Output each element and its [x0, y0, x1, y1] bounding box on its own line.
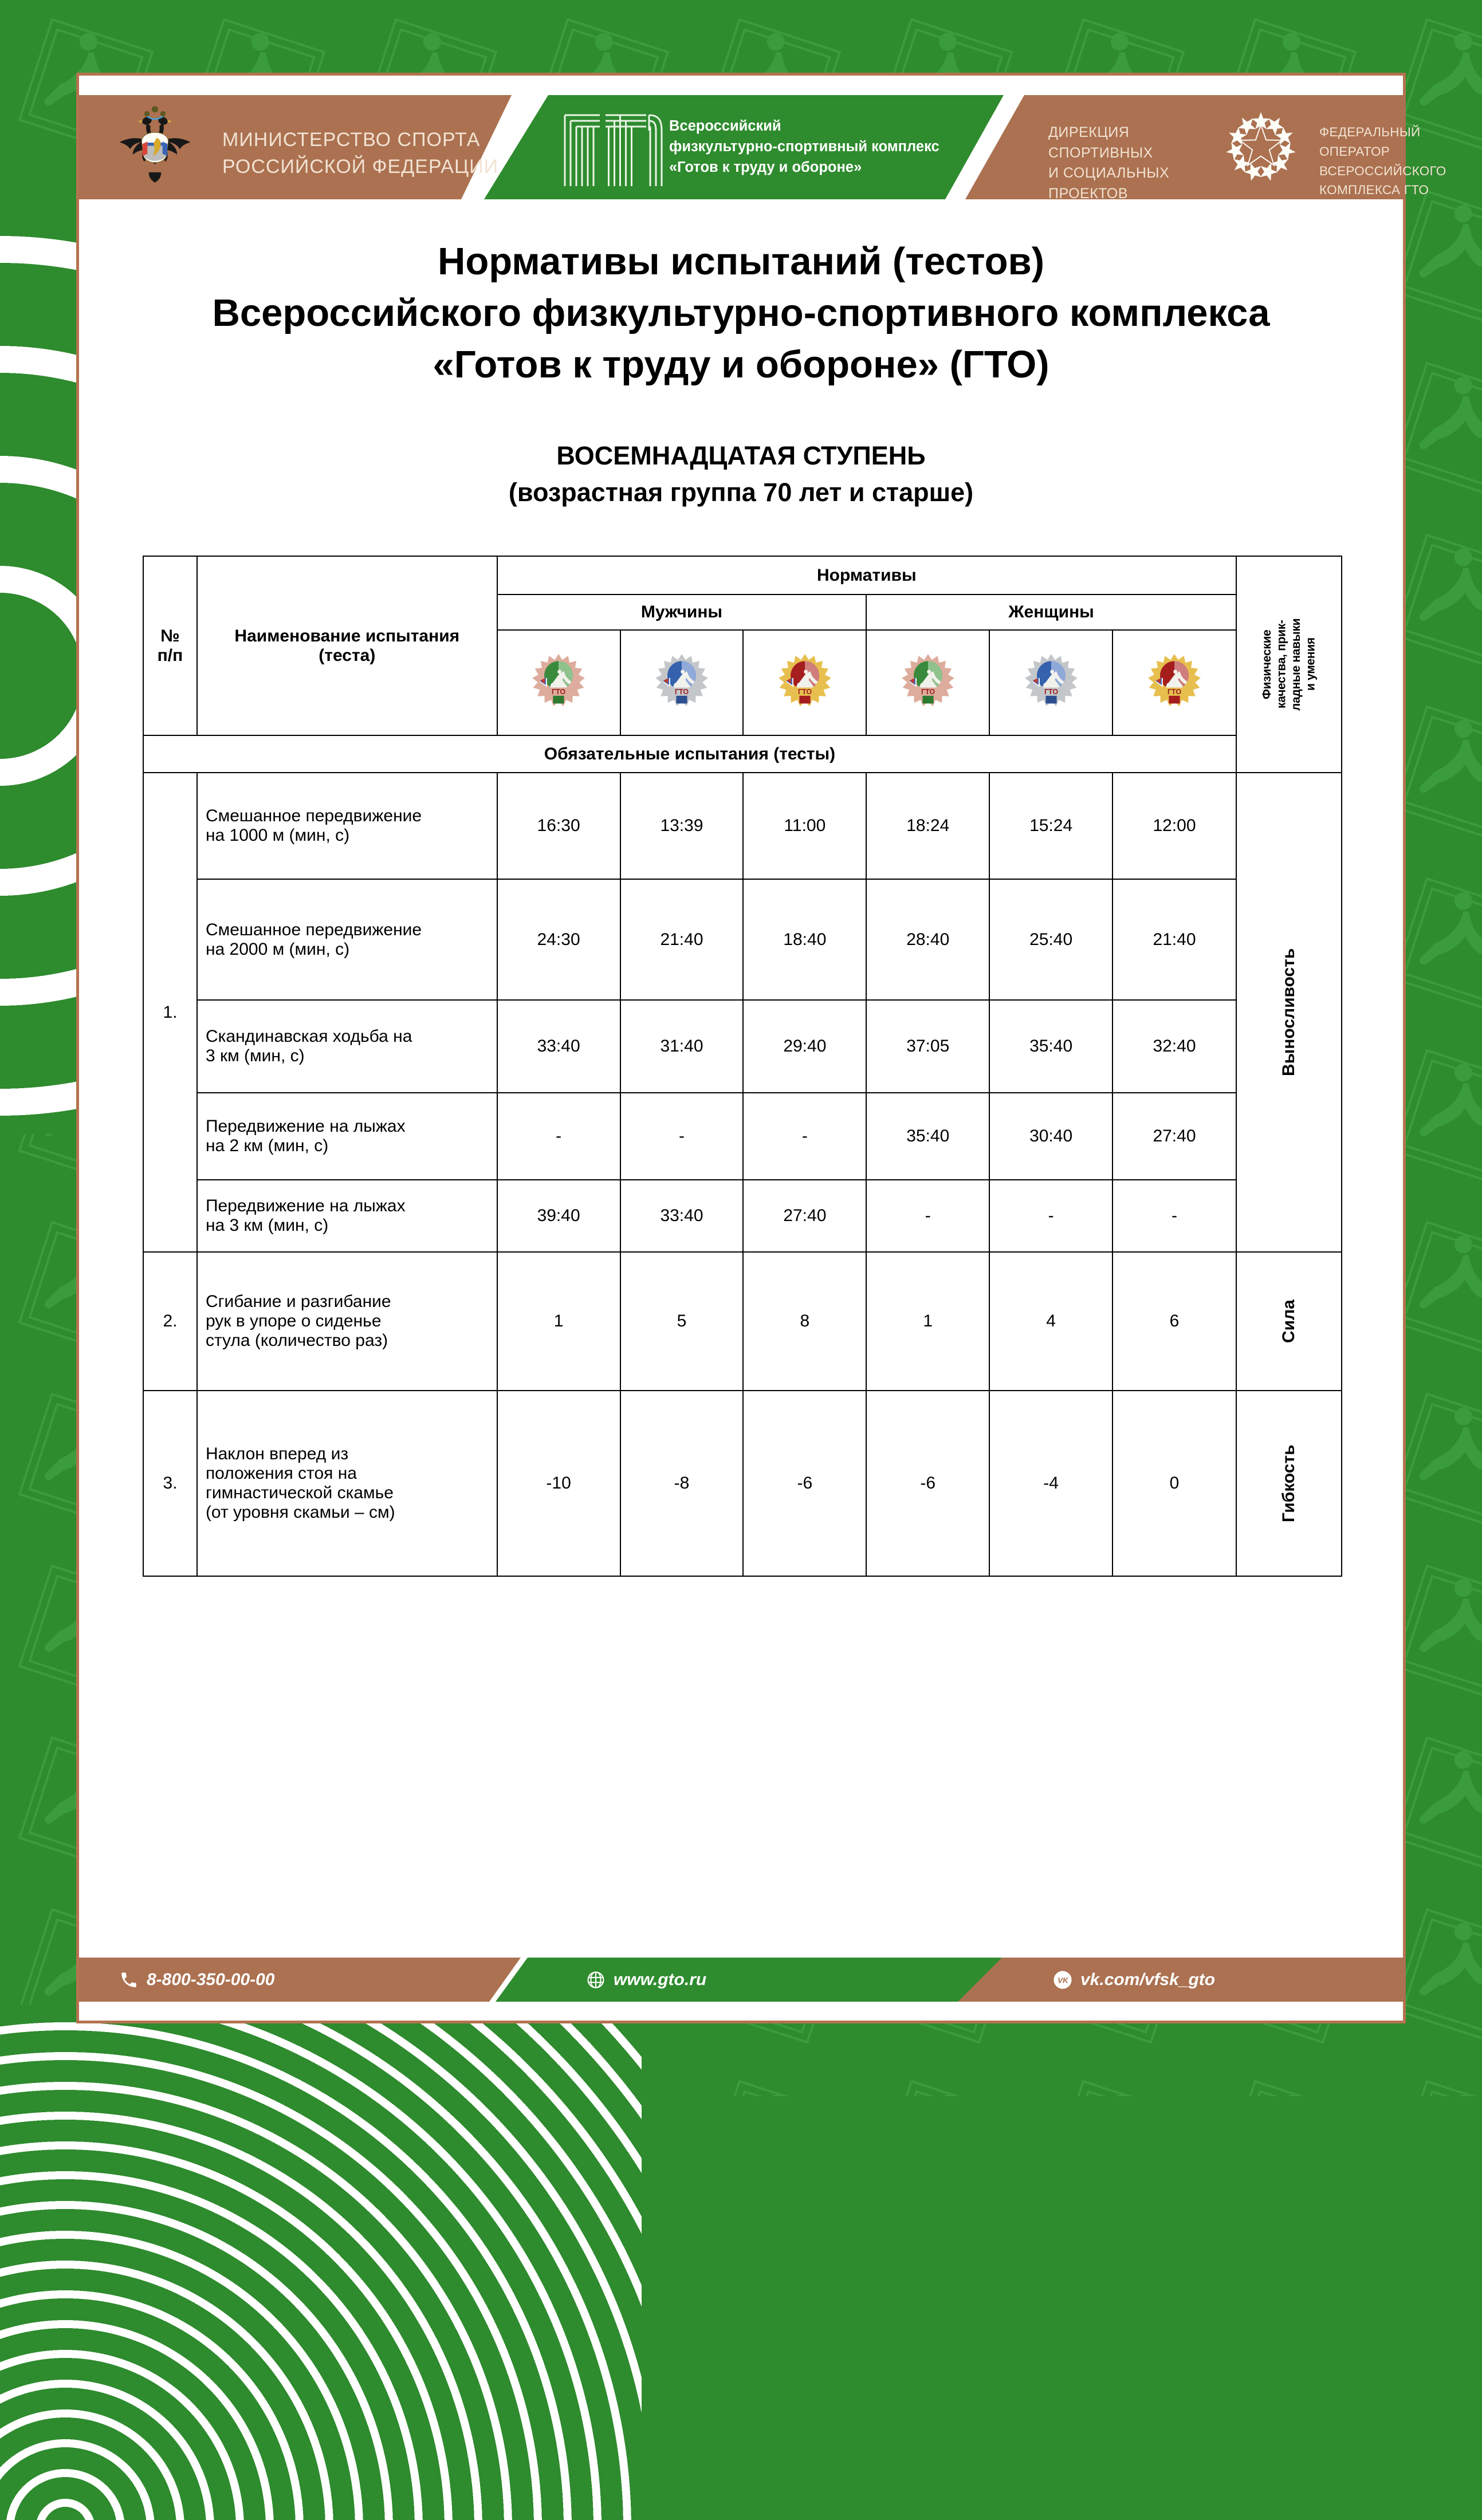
svg-text:VK: VK	[1058, 1976, 1069, 1984]
